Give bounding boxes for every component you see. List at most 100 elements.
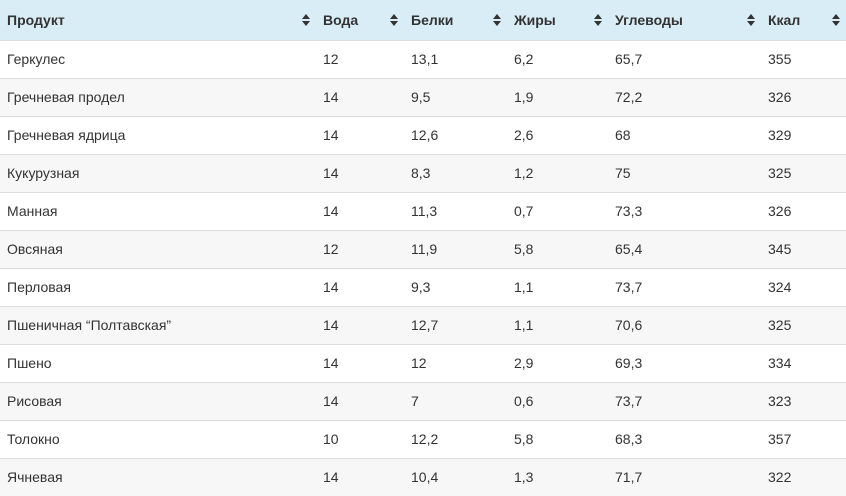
cell-protein: 12,7	[404, 305, 507, 344]
cell-carbs: 73,3	[608, 191, 761, 230]
cell-fat: 1,1	[507, 267, 608, 306]
cell-kcal: 357	[761, 419, 846, 458]
table-row: Ячневая 14 10,4 1,3 71,7 322	[0, 457, 846, 496]
column-header-water[interactable]: Вода	[316, 0, 404, 40]
cell-kcal: 323	[761, 381, 846, 420]
cell-water: 14	[316, 343, 404, 382]
cell-product: Гречневая продел	[0, 77, 316, 116]
cell-product: Манная	[0, 191, 316, 230]
cell-carbs: 69,3	[608, 343, 761, 382]
cell-product: Кукурузная	[0, 153, 316, 192]
cell-water: 14	[316, 191, 404, 230]
cell-carbs: 72,2	[608, 77, 761, 116]
table-row: Толокно 10 12,2 5,8 68,3 357	[0, 419, 846, 458]
table-row: Пшеничная “Полтавская” 14 12,7 1,1 70,6 325	[0, 305, 846, 344]
cell-protein: 12	[404, 343, 507, 382]
cell-product: Пшеничная “Полтавская”	[0, 305, 316, 344]
cell-product: Геркулес	[0, 39, 316, 78]
table-row: Кукурузная 14 8,3 1,2 75 325	[0, 153, 846, 192]
column-header-label: Белки	[411, 11, 454, 28]
column-header-product[interactable]: Продукт	[0, 0, 316, 40]
cell-water: 10	[316, 419, 404, 458]
cell-fat: 0,6	[507, 381, 608, 420]
cell-fat: 2,6	[507, 115, 608, 154]
table-row: Гречневая продел 14 9,5 1,9 72,2 326	[0, 77, 846, 116]
cell-carbs: 75	[608, 153, 761, 192]
cell-kcal: 329	[761, 115, 846, 154]
column-header-kcal[interactable]: Ккал	[761, 0, 846, 40]
sort-icon[interactable]	[493, 13, 501, 26]
cell-product: Овсяная	[0, 229, 316, 268]
cell-product: Ячневая	[0, 457, 316, 496]
cell-product: Толокно	[0, 419, 316, 458]
table-row: Гречневая ядрица 14 12,6 2,6 68 329	[0, 115, 846, 154]
sort-icon[interactable]	[832, 13, 840, 26]
column-header-label: Ккал	[768, 11, 801, 28]
cell-fat: 0,7	[507, 191, 608, 230]
table-row: Геркулес 12 13,1 6,2 65,7 355	[0, 39, 846, 78]
sort-icon[interactable]	[747, 13, 755, 26]
cell-carbs: 73,7	[608, 267, 761, 306]
sort-icon[interactable]	[302, 13, 310, 26]
column-header-protein[interactable]: Белки	[404, 0, 507, 40]
cell-protein: 11,3	[404, 191, 507, 230]
cell-fat: 2,9	[507, 343, 608, 382]
cell-kcal: 326	[761, 77, 846, 116]
cell-kcal: 324	[761, 267, 846, 306]
cell-product: Гречневая ядрица	[0, 115, 316, 154]
table-header-row: Продукт Вода Белки Жиры Углеводы Ккал	[0, 0, 846, 40]
cell-carbs: 68,3	[608, 419, 761, 458]
column-header-label: Продукт	[7, 11, 65, 28]
table-row: Пшено 14 12 2,9 69,3 334	[0, 343, 846, 382]
cell-water: 14	[316, 267, 404, 306]
cell-protein: 10,4	[404, 457, 507, 496]
column-header-label: Вода	[323, 11, 359, 28]
cell-kcal: 326	[761, 191, 846, 230]
cell-protein: 13,1	[404, 39, 507, 78]
cell-kcal: 325	[761, 153, 846, 192]
cell-fat: 5,8	[507, 229, 608, 268]
cell-fat: 1,9	[507, 77, 608, 116]
cell-protein: 12,6	[404, 115, 507, 154]
table-row: Овсяная 12 11,9 5,8 65,4 345	[0, 229, 846, 268]
cell-water: 14	[316, 77, 404, 116]
cell-kcal: 345	[761, 229, 846, 268]
cell-fat: 6,2	[507, 39, 608, 78]
cell-protein: 9,5	[404, 77, 507, 116]
table-row: Манная 14 11,3 0,7 73,3 326	[0, 191, 846, 230]
sort-icon[interactable]	[594, 13, 602, 26]
cell-water: 14	[316, 457, 404, 496]
cell-fat: 1,2	[507, 153, 608, 192]
cell-carbs: 70,6	[608, 305, 761, 344]
cell-water: 14	[316, 381, 404, 420]
cell-kcal: 322	[761, 457, 846, 496]
cell-carbs: 68	[608, 115, 761, 154]
cell-product: Рисовая	[0, 381, 316, 420]
cell-water: 14	[316, 153, 404, 192]
cell-water: 12	[316, 229, 404, 268]
cell-water: 12	[316, 39, 404, 78]
cell-kcal: 334	[761, 343, 846, 382]
cell-protein: 7	[404, 381, 507, 420]
cell-protein: 8,3	[404, 153, 507, 192]
cell-fat: 1,1	[507, 305, 608, 344]
cell-protein: 11,9	[404, 229, 507, 268]
cell-carbs: 71,7	[608, 457, 761, 496]
cell-kcal: 325	[761, 305, 846, 344]
column-header-fat[interactable]: Жиры	[507, 0, 608, 40]
cell-fat: 5,8	[507, 419, 608, 458]
cell-water: 14	[316, 305, 404, 344]
cell-water: 14	[316, 115, 404, 154]
cell-fat: 1,3	[507, 457, 608, 496]
cell-carbs: 65,4	[608, 229, 761, 268]
cell-kcal: 355	[761, 39, 846, 78]
sort-icon[interactable]	[390, 13, 398, 26]
column-header-label: Жиры	[514, 11, 556, 28]
cell-protein: 9,3	[404, 267, 507, 306]
column-header-label: Углеводы	[615, 11, 683, 28]
column-header-carbs[interactable]: Углеводы	[608, 0, 761, 40]
table-row: Перловая 14 9,3 1,1 73,7 324	[0, 267, 846, 306]
cell-carbs: 65,7	[608, 39, 761, 78]
cell-product: Перловая	[0, 267, 316, 306]
